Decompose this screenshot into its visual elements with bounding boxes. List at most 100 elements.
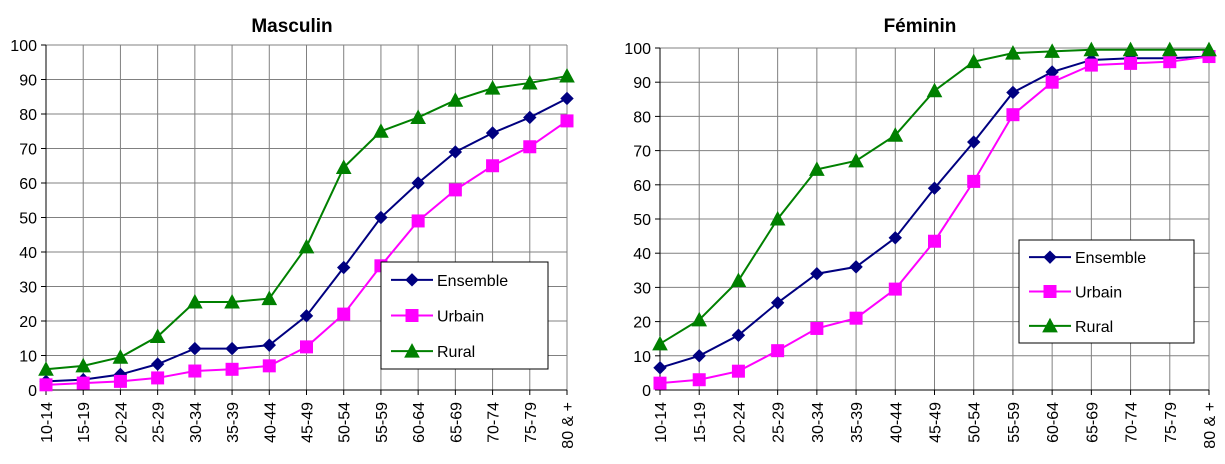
data-point [261,290,278,306]
y-tick-label: 100 [624,41,651,58]
legend-label: Ensemble [1075,250,1146,267]
data-point [262,359,276,373]
x-tick-label: 50-54 [337,402,354,443]
legend-label: Urbain [437,309,484,326]
series-urbain [39,114,574,392]
x-tick-label: 80 & + [1202,402,1219,449]
y-tick-label: 60 [19,176,37,193]
legend-label: Urbain [1075,285,1122,302]
x-tick-label: 70-74 [486,402,503,443]
data-point [848,152,864,168]
data-point [187,293,203,309]
x-tick-label: 45-49 [300,402,317,443]
data-point [1006,85,1020,100]
chart-title: Masculin [251,16,332,37]
data-point [1122,41,1139,57]
data-point [928,234,941,248]
data-point [810,321,824,335]
data-point [112,349,129,364]
data-point [38,361,54,376]
legend-marker [1043,285,1057,298]
chart-title: Féminin [884,16,957,37]
legend-label: Rural [437,344,475,361]
legend-label: Rural [1075,319,1113,336]
data-point [849,260,863,274]
data-point [262,338,276,352]
data-point [448,145,463,159]
x-tick-label: 20-24 [113,402,130,443]
x-tick-label: 55-59 [1006,402,1023,443]
x-tick-label: 80 & + [560,402,577,449]
x-tick-label: 35-39 [225,402,242,443]
x-tick-label: 70-74 [1124,402,1141,443]
x-tick-label: 65-69 [1084,402,1101,443]
data-point [149,328,166,344]
data-point [225,362,239,376]
data-point [411,214,425,228]
data-point [1005,45,1021,60]
x-tick-label: 10-14 [39,402,56,443]
data-point [887,127,904,142]
data-point [411,176,425,190]
y-tick-label: 10 [633,349,651,366]
data-point [692,373,706,387]
legend: Ensemble Urbain Rural [1018,239,1195,344]
data-point [523,140,537,154]
legend-marker [404,343,420,358]
y-tick-label: 100 [10,38,37,55]
y-tick-label: 50 [19,211,37,228]
data-point [730,272,747,288]
data-point [337,260,351,275]
data-point [692,349,706,363]
data-point [410,109,426,124]
x-tick-label: 60-64 [1045,402,1062,443]
legend-marker [1042,317,1058,333]
data-point [448,183,462,197]
x-tick-label: 25-29 [771,402,788,443]
data-point [967,174,981,188]
legend: Ensemble Urbain Rural [380,261,549,370]
data-point [1045,75,1059,89]
data-point [559,67,575,83]
data-point [188,364,202,378]
series-urbain [653,50,1216,390]
data-point [150,357,165,371]
data-point [691,311,708,327]
data-point [1161,41,1178,57]
data-point [965,53,982,69]
data-point [771,344,785,358]
data-point [810,267,824,281]
data-point [486,159,500,173]
data-point [809,161,825,176]
y-tick-label: 50 [633,212,651,229]
data-point [337,307,351,321]
data-point [926,82,943,98]
data-point [39,378,53,392]
data-point [523,110,537,125]
data-point [225,341,239,356]
y-tick-label: 60 [633,178,651,195]
data-point [298,238,315,254]
x-tick-label: 30-34 [810,402,827,443]
data-point [653,376,667,390]
data-point [888,231,902,245]
y-tick-label: 10 [19,349,37,366]
y-tick-label: 80 [633,109,651,126]
x-tick-label: 45-49 [928,402,945,443]
legend-marker [405,309,419,322]
data-point [1084,58,1098,72]
data-point [76,376,90,390]
y-tick-label: 80 [19,107,37,124]
series-rural [652,41,1217,351]
y-tick-label: 0 [642,383,651,400]
data-point [485,126,500,140]
data-point [224,293,240,309]
x-tick-label: 30-34 [188,402,205,443]
data-point [731,364,745,378]
legend-label: Ensemble [437,273,508,290]
y-tick-label: 20 [633,315,651,332]
x-tick-label: 15-19 [76,402,93,443]
data-point [967,135,981,149]
data-point [1044,43,1060,58]
x-tick-label: 50-54 [967,402,984,443]
